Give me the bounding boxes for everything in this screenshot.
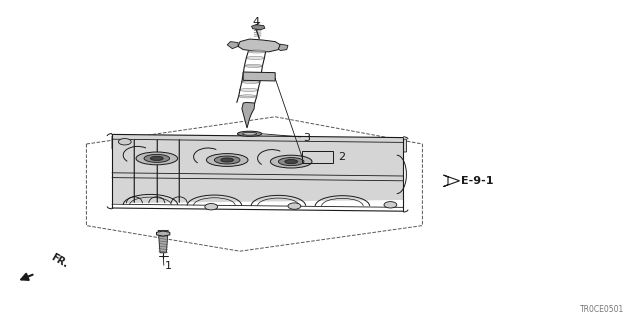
Polygon shape bbox=[112, 136, 406, 152]
Circle shape bbox=[205, 204, 218, 210]
Ellipse shape bbox=[214, 156, 240, 164]
Text: 2: 2 bbox=[338, 152, 345, 162]
Circle shape bbox=[384, 202, 397, 208]
Circle shape bbox=[288, 203, 301, 209]
Ellipse shape bbox=[244, 64, 262, 68]
Text: FR.: FR. bbox=[49, 252, 70, 270]
Polygon shape bbox=[444, 175, 460, 187]
Circle shape bbox=[118, 139, 131, 145]
Ellipse shape bbox=[270, 155, 312, 168]
Ellipse shape bbox=[221, 158, 234, 162]
Ellipse shape bbox=[206, 154, 248, 166]
Polygon shape bbox=[242, 102, 255, 128]
Polygon shape bbox=[227, 42, 238, 49]
Polygon shape bbox=[278, 44, 288, 51]
Ellipse shape bbox=[150, 156, 163, 161]
Ellipse shape bbox=[246, 56, 264, 60]
Text: E-9-1: E-9-1 bbox=[461, 176, 494, 186]
Polygon shape bbox=[243, 72, 275, 81]
Text: 1: 1 bbox=[164, 261, 172, 271]
Ellipse shape bbox=[285, 159, 298, 164]
Text: 4: 4 bbox=[252, 17, 259, 28]
Ellipse shape bbox=[237, 131, 262, 136]
Ellipse shape bbox=[248, 50, 266, 53]
Ellipse shape bbox=[239, 95, 257, 98]
Polygon shape bbox=[112, 134, 403, 203]
Polygon shape bbox=[238, 39, 280, 52]
Bar bbox=[302, 151, 333, 163]
Polygon shape bbox=[252, 25, 265, 30]
Ellipse shape bbox=[242, 80, 260, 84]
Polygon shape bbox=[157, 231, 170, 236]
Polygon shape bbox=[158, 230, 168, 235]
Text: 3: 3 bbox=[303, 132, 310, 143]
Polygon shape bbox=[159, 236, 168, 253]
Ellipse shape bbox=[278, 157, 304, 166]
Ellipse shape bbox=[136, 152, 178, 165]
Ellipse shape bbox=[240, 88, 258, 92]
Text: TR0CE0501: TR0CE0501 bbox=[580, 305, 624, 314]
Ellipse shape bbox=[144, 155, 170, 163]
Ellipse shape bbox=[243, 132, 257, 135]
Ellipse shape bbox=[243, 72, 261, 76]
